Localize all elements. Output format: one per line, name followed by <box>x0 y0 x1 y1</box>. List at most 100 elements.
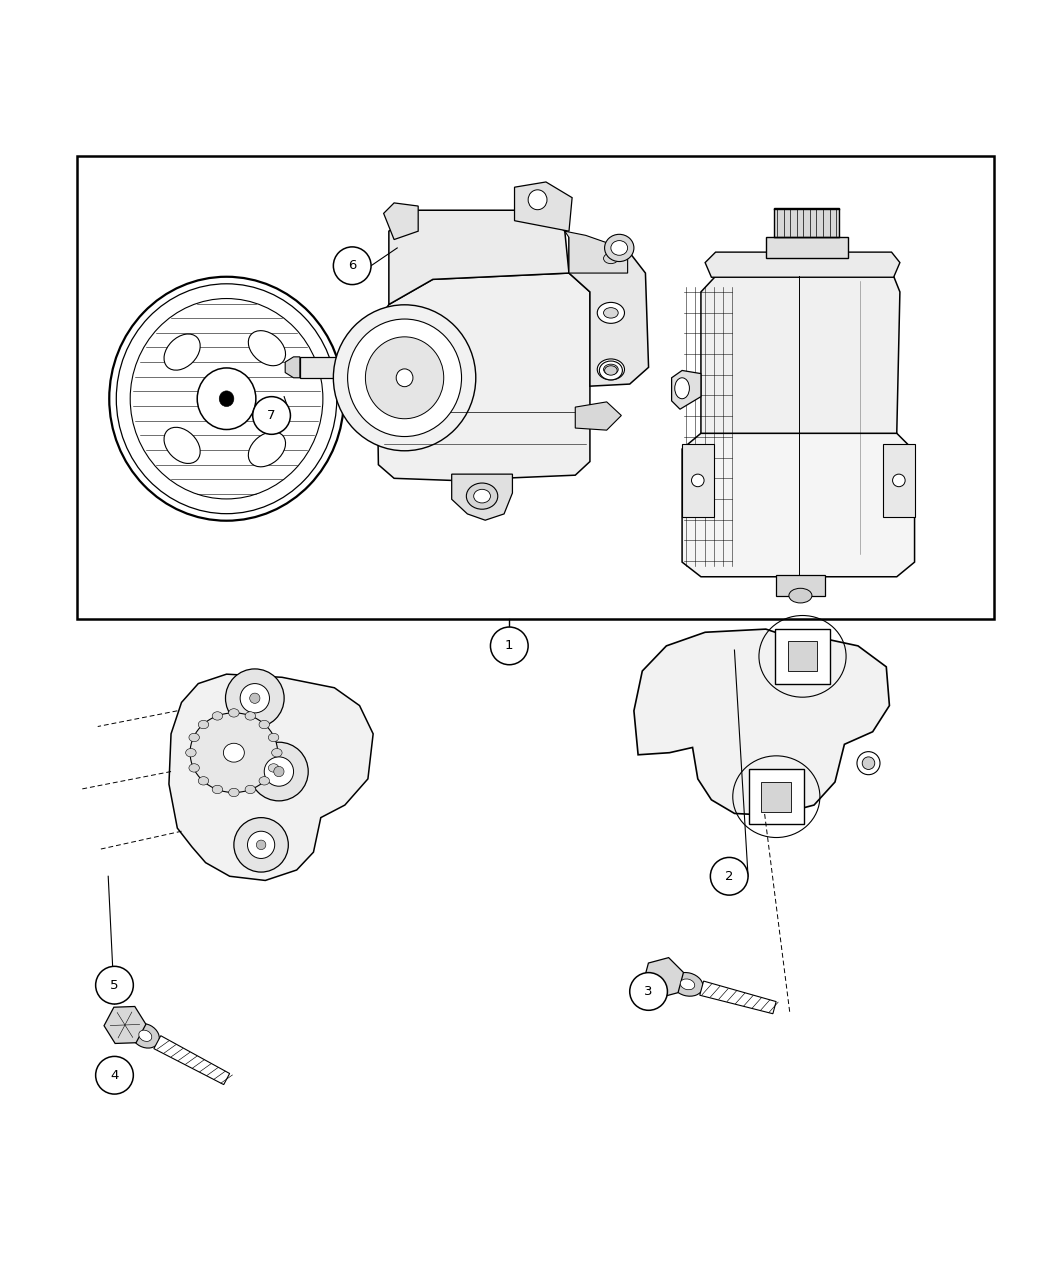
Ellipse shape <box>892 474 905 487</box>
Ellipse shape <box>274 766 285 776</box>
Polygon shape <box>565 231 628 273</box>
Circle shape <box>630 973 668 1010</box>
Bar <box>682 444 714 518</box>
Polygon shape <box>569 237 649 386</box>
Ellipse shape <box>675 377 690 399</box>
Polygon shape <box>634 629 889 816</box>
Ellipse shape <box>597 302 625 324</box>
Polygon shape <box>514 182 572 231</box>
Ellipse shape <box>604 307 618 317</box>
Ellipse shape <box>256 840 266 849</box>
Ellipse shape <box>130 298 323 499</box>
Ellipse shape <box>234 817 289 872</box>
Ellipse shape <box>857 752 880 775</box>
Ellipse shape <box>597 360 625 380</box>
Ellipse shape <box>333 305 476 451</box>
Ellipse shape <box>528 190 547 209</box>
Ellipse shape <box>226 669 285 728</box>
Polygon shape <box>169 674 373 881</box>
Bar <box>788 641 818 672</box>
Bar <box>77 156 994 618</box>
Ellipse shape <box>604 365 618 375</box>
Ellipse shape <box>672 973 702 996</box>
Ellipse shape <box>259 776 270 785</box>
Polygon shape <box>575 402 622 430</box>
Ellipse shape <box>212 785 223 793</box>
Ellipse shape <box>600 361 623 380</box>
Text: 4: 4 <box>110 1068 119 1081</box>
Bar <box>761 782 792 812</box>
Ellipse shape <box>269 733 279 742</box>
Ellipse shape <box>365 337 444 418</box>
Bar <box>774 208 839 237</box>
Ellipse shape <box>189 733 200 742</box>
Ellipse shape <box>164 427 201 464</box>
Bar <box>300 357 378 377</box>
Bar <box>776 575 824 595</box>
Ellipse shape <box>605 235 634 261</box>
Circle shape <box>711 857 748 895</box>
Ellipse shape <box>680 979 695 989</box>
Ellipse shape <box>597 247 625 269</box>
Ellipse shape <box>219 391 234 407</box>
Ellipse shape <box>245 785 255 793</box>
Text: 7: 7 <box>268 409 276 422</box>
Ellipse shape <box>212 711 223 720</box>
Polygon shape <box>154 1035 230 1085</box>
Ellipse shape <box>248 330 286 366</box>
Circle shape <box>490 627 528 664</box>
Ellipse shape <box>197 368 256 430</box>
Ellipse shape <box>131 1024 160 1048</box>
Ellipse shape <box>224 743 245 762</box>
Bar <box>765 237 847 259</box>
Ellipse shape <box>272 748 282 757</box>
Polygon shape <box>699 980 776 1014</box>
Circle shape <box>333 247 371 284</box>
Ellipse shape <box>139 1030 152 1042</box>
Ellipse shape <box>269 764 279 773</box>
Polygon shape <box>388 210 569 305</box>
Ellipse shape <box>229 709 239 717</box>
Ellipse shape <box>265 757 294 787</box>
Ellipse shape <box>186 748 196 757</box>
Ellipse shape <box>259 720 270 729</box>
Text: 6: 6 <box>348 259 356 273</box>
Polygon shape <box>286 357 300 377</box>
Ellipse shape <box>605 366 617 375</box>
Ellipse shape <box>474 490 490 502</box>
Polygon shape <box>701 277 900 434</box>
Polygon shape <box>376 273 590 481</box>
Ellipse shape <box>109 277 343 520</box>
Ellipse shape <box>248 432 286 467</box>
Polygon shape <box>682 434 915 576</box>
Ellipse shape <box>789 588 812 603</box>
Bar <box>749 769 803 824</box>
Circle shape <box>96 1057 133 1094</box>
Ellipse shape <box>348 319 462 436</box>
Ellipse shape <box>164 334 201 370</box>
Ellipse shape <box>198 720 209 729</box>
Ellipse shape <box>240 683 270 713</box>
Polygon shape <box>383 203 418 240</box>
Ellipse shape <box>245 711 255 720</box>
Ellipse shape <box>198 776 209 785</box>
Polygon shape <box>706 252 900 277</box>
Text: 5: 5 <box>110 979 119 992</box>
Ellipse shape <box>862 757 875 769</box>
Polygon shape <box>672 371 701 409</box>
Circle shape <box>96 966 133 1003</box>
Circle shape <box>253 397 291 435</box>
Polygon shape <box>452 474 512 520</box>
Ellipse shape <box>248 831 275 858</box>
Ellipse shape <box>611 241 628 255</box>
Ellipse shape <box>604 254 618 264</box>
Polygon shape <box>643 958 684 998</box>
Ellipse shape <box>189 764 200 773</box>
Bar <box>775 629 830 683</box>
Text: 3: 3 <box>645 986 653 998</box>
Ellipse shape <box>190 713 277 793</box>
Ellipse shape <box>229 788 239 797</box>
Ellipse shape <box>250 742 309 801</box>
Polygon shape <box>104 1006 146 1043</box>
Text: 2: 2 <box>724 870 734 882</box>
